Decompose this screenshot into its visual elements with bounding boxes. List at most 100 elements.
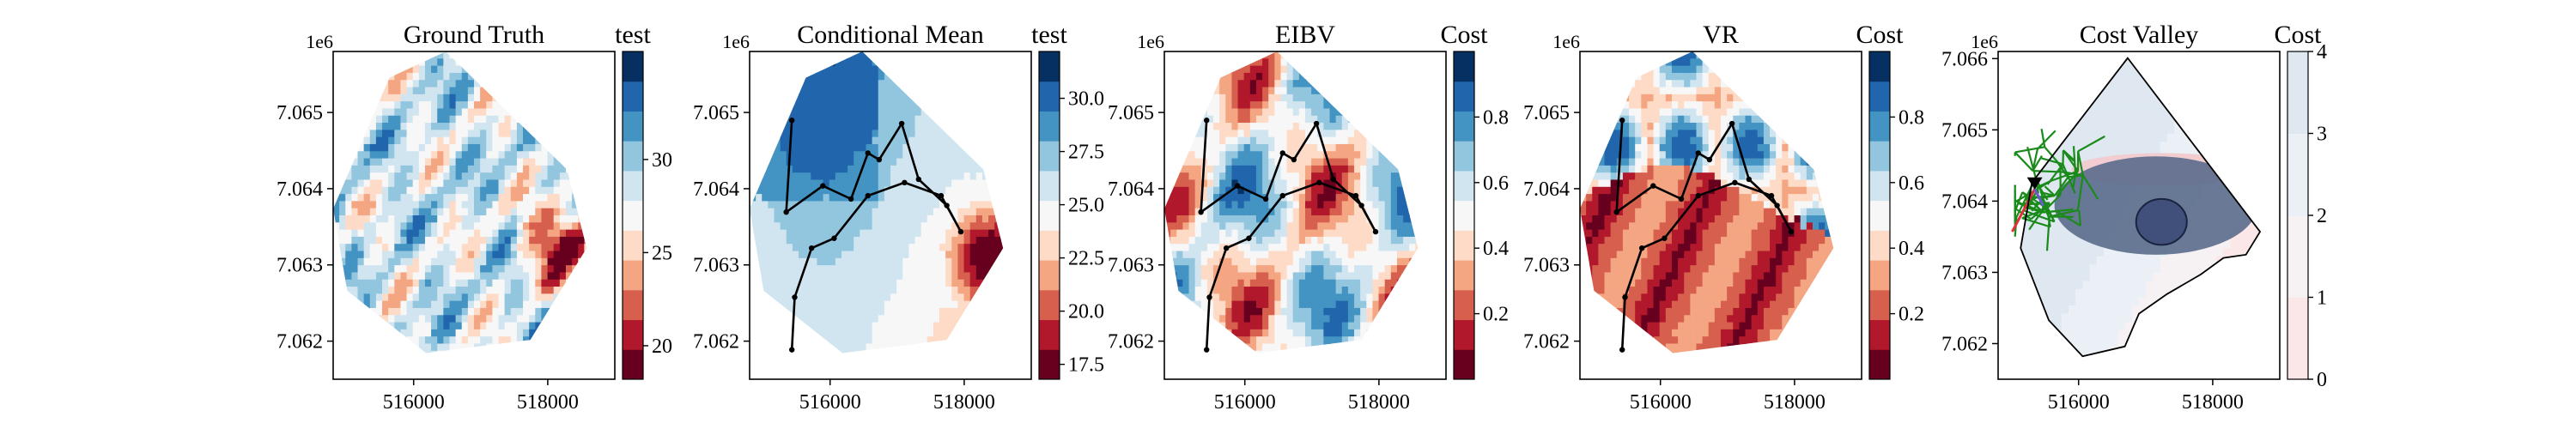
field-cell	[896, 87, 903, 95]
field-cell	[339, 343, 346, 352]
field-cell	[382, 208, 389, 216]
field-cell	[553, 94, 561, 102]
field-cell	[1170, 279, 1177, 287]
field-cell	[817, 257, 824, 266]
field-cell	[914, 87, 922, 95]
field-cell	[1225, 208, 1233, 216]
field-cell	[559, 158, 567, 166]
field-cell	[786, 307, 793, 316]
field-cell	[584, 229, 587, 238]
field-cell	[339, 293, 346, 302]
colorbar-tick-label: 30.0	[1068, 88, 1104, 111]
field-cell	[474, 222, 481, 231]
field-cell	[388, 123, 395, 130]
field-cell	[357, 179, 365, 188]
field-cell	[363, 179, 371, 188]
field-cell	[976, 365, 983, 372]
field-cell	[1200, 265, 1208, 274]
field-cell	[963, 101, 971, 110]
field-cell	[406, 208, 414, 216]
field-cell	[988, 208, 995, 216]
field-cell	[363, 151, 371, 160]
field-cell	[559, 194, 567, 202]
field-cell	[829, 336, 836, 345]
field-cell	[541, 72, 549, 81]
field-cell	[559, 80, 567, 88]
field-cell	[933, 143, 940, 152]
field-cell	[854, 272, 860, 281]
field-cell	[945, 136, 952, 145]
field-cell	[553, 108, 561, 117]
field-cell	[388, 158, 395, 166]
field-cell	[933, 251, 940, 259]
field-cell	[969, 123, 977, 130]
field-cell	[872, 358, 879, 366]
field-cell	[480, 365, 487, 372]
field-cell	[1200, 307, 1208, 316]
field-cell	[951, 130, 959, 138]
field-cell	[981, 229, 989, 238]
field-cell	[498, 201, 506, 209]
field-cell	[498, 322, 506, 330]
field-cell	[572, 307, 579, 316]
field-cell	[1206, 222, 1214, 231]
field-cell	[811, 358, 817, 366]
field-cell	[510, 293, 518, 302]
field-cell	[443, 300, 451, 309]
field-cell	[559, 272, 567, 281]
field-cell	[578, 329, 585, 337]
field-cell	[357, 87, 365, 95]
field-cell	[927, 51, 934, 59]
field-cell	[590, 194, 597, 202]
field-cell	[933, 257, 940, 266]
field-cell	[781, 365, 787, 372]
field-cell	[572, 87, 579, 95]
field-cell	[418, 208, 426, 216]
field-cell	[492, 272, 500, 281]
field-cell	[939, 72, 946, 81]
field-cell	[351, 151, 359, 160]
field-cell	[1225, 251, 1233, 259]
field-cell	[1000, 158, 1004, 166]
field-cell	[474, 123, 481, 130]
field-cell	[559, 123, 567, 130]
field-cell	[523, 186, 530, 195]
field-cell	[1000, 51, 1004, 59]
field-cell	[553, 300, 561, 309]
field-cell	[468, 365, 475, 372]
field-cell	[418, 151, 426, 160]
field-cell	[1194, 158, 1202, 166]
field-cell	[541, 136, 549, 145]
field-cell	[572, 72, 579, 81]
survey-waypoint	[789, 347, 795, 353]
field-cell	[345, 94, 352, 102]
field-cell	[817, 201, 824, 209]
field-cell	[333, 329, 340, 337]
field-cell	[535, 65, 543, 74]
field-cell	[504, 136, 512, 145]
field-cell	[848, 229, 854, 238]
field-cell	[914, 194, 922, 202]
field-cell	[951, 350, 959, 353]
field-cell	[756, 108, 762, 117]
field-cell	[449, 343, 457, 352]
field-cell	[1164, 257, 1171, 266]
field-cell	[756, 58, 762, 67]
field-cell	[920, 208, 928, 216]
field-cell	[1213, 123, 1220, 130]
field-cell	[884, 279, 891, 287]
field-cell	[933, 101, 940, 110]
field-cell	[467, 87, 475, 95]
field-cell	[799, 172, 805, 181]
field-cell	[1194, 72, 1202, 81]
field-cell	[1200, 300, 1208, 309]
field-cell	[504, 51, 512, 59]
field-cell	[369, 257, 377, 266]
field-cell	[933, 87, 940, 95]
field-cell	[382, 94, 389, 102]
field-cell	[908, 222, 916, 231]
field-cell	[467, 94, 475, 102]
field-cell	[449, 186, 457, 195]
field-cell	[369, 143, 377, 152]
